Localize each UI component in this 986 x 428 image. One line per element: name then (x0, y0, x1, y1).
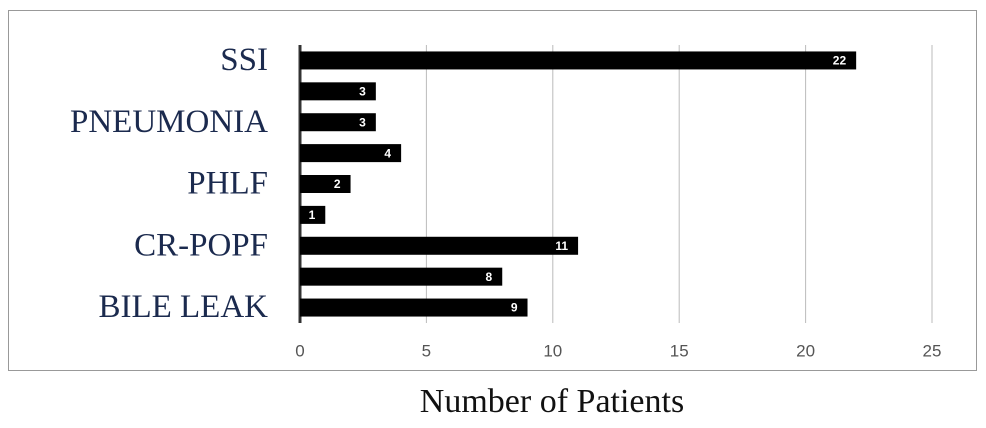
x-axis-title: Number of Patients (420, 383, 684, 420)
x-tick-label: 5 (422, 341, 431, 360)
value-label: 1 (309, 208, 316, 222)
value-label: 2 (334, 177, 341, 191)
value-label: 3 (359, 115, 366, 129)
bar (300, 113, 376, 132)
bar (300, 175, 351, 193)
bar (300, 144, 402, 163)
bar (300, 236, 579, 255)
bar (300, 51, 857, 70)
value-label: 9 (511, 301, 518, 315)
y-tick-label: PNEUMONIA (70, 104, 268, 140)
x-tick-label: 15 (670, 341, 689, 360)
value-label: 11 (555, 239, 568, 253)
value-label: 8 (486, 270, 493, 284)
bar (300, 205, 326, 224)
value-label: 22 (833, 54, 847, 68)
y-tick-label: BILE LEAK (98, 289, 268, 325)
y-tick-label: CR-POPF (134, 227, 268, 263)
chart-frame (8, 10, 977, 371)
bar (300, 298, 528, 317)
x-tick-label: 10 (543, 341, 562, 360)
x-tick-label: 0 (295, 341, 304, 360)
value-label: 3 (359, 85, 366, 99)
bar (300, 82, 376, 101)
x-tick-label: 25 (923, 341, 942, 360)
value-label: 4 (384, 146, 391, 160)
x-tick-label: 20 (796, 341, 815, 360)
y-tick-label: PHLF (187, 166, 268, 202)
bar (300, 267, 503, 286)
y-tick-label: SSI (220, 42, 268, 78)
